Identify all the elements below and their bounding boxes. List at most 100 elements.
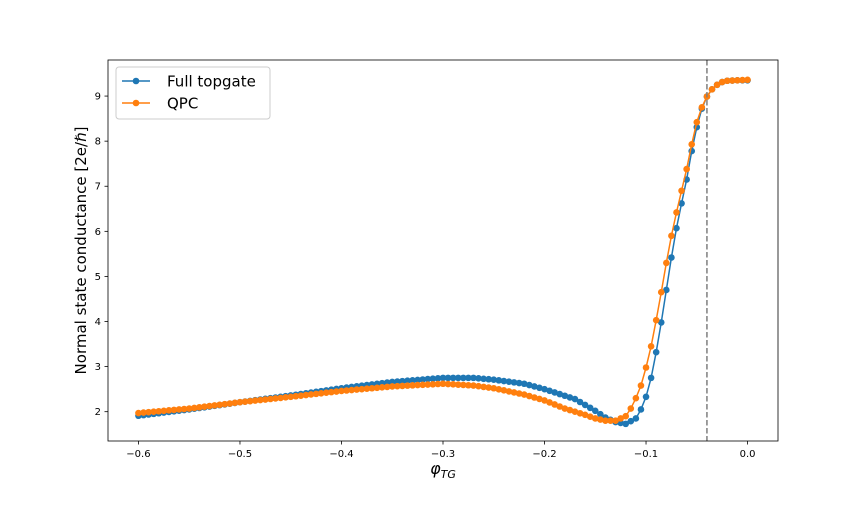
data-point <box>632 394 640 402</box>
data-point <box>155 407 163 415</box>
data-point <box>718 78 726 86</box>
data-point <box>272 395 279 402</box>
data-point <box>394 378 401 385</box>
data-point <box>165 407 173 414</box>
data-point <box>622 420 630 428</box>
data-point <box>465 374 472 382</box>
data-point <box>515 379 523 387</box>
data-point <box>470 382 477 389</box>
y-tick-label: 5 <box>95 272 101 283</box>
data-point <box>505 378 513 386</box>
data-point <box>612 417 619 425</box>
data-point <box>429 375 437 382</box>
data-point <box>581 401 589 409</box>
data-point <box>170 406 178 414</box>
data-point <box>297 392 305 399</box>
data-point <box>470 374 477 382</box>
series-layer <box>135 76 751 428</box>
data-point <box>561 405 569 412</box>
y-tick-label: 7 <box>95 182 101 193</box>
y-tick-label: 8 <box>95 137 101 148</box>
data-point <box>226 400 234 407</box>
data-point <box>317 390 325 397</box>
x-tick-label: −0.1 <box>634 449 658 460</box>
y-tick-label: 9 <box>95 92 101 103</box>
x-axis-label: φTG <box>430 459 456 481</box>
data-point <box>404 382 411 389</box>
data-point <box>206 402 213 410</box>
data-point <box>246 397 254 405</box>
data-point <box>480 375 487 383</box>
data-point <box>551 389 558 396</box>
data-point <box>409 377 416 384</box>
data-point <box>546 399 553 406</box>
data-point <box>647 374 655 382</box>
data-point <box>510 379 518 386</box>
data-point <box>637 406 645 413</box>
data-point <box>312 390 320 398</box>
data-point <box>536 384 543 392</box>
data-point <box>424 375 432 383</box>
data-point <box>597 416 604 423</box>
x-tick-label: −0.3 <box>431 449 455 460</box>
data-point <box>642 393 650 401</box>
data-point <box>673 209 680 216</box>
data-point <box>399 377 406 385</box>
data-point <box>652 316 660 324</box>
data-point <box>353 386 361 393</box>
data-point <box>241 398 249 405</box>
data-point <box>175 406 183 413</box>
data-point <box>414 376 421 384</box>
data-point <box>602 417 609 425</box>
y-tick-label: 4 <box>95 317 101 328</box>
data-point <box>536 395 543 403</box>
data-point <box>561 392 569 400</box>
data-point <box>251 397 259 404</box>
data-point <box>576 398 584 406</box>
data-point <box>541 385 548 393</box>
x-tick-label: 0.0 <box>740 449 756 460</box>
data-point <box>363 385 371 393</box>
data-point <box>566 394 574 401</box>
data-point <box>196 403 203 411</box>
data-point <box>454 374 462 382</box>
data-point <box>734 76 741 84</box>
data-point <box>500 387 508 394</box>
data-point <box>333 388 340 395</box>
data-point <box>678 187 685 195</box>
data-point <box>556 390 564 398</box>
axes-layer: −0.6 −0.5 −0.4 −0.3 −0.2 −0.1 0.0 2 3 4 5 6 7 8 9 φTG No… <box>72 59 779 481</box>
data-point <box>358 385 366 393</box>
y-axis-label: Normal state conductance [2e/ℏ] <box>72 127 90 375</box>
legend-label: QPC <box>167 95 198 113</box>
data-point <box>541 397 548 404</box>
data-point <box>525 381 533 389</box>
data-point <box>693 118 701 126</box>
data-point <box>378 384 386 391</box>
data-point <box>520 380 528 388</box>
legend-label: Full topgate <box>167 73 256 91</box>
data-point <box>282 394 289 401</box>
data-point <box>490 384 498 392</box>
data-point <box>185 405 193 412</box>
data-point <box>495 386 503 393</box>
data-point <box>414 381 421 389</box>
data-point <box>642 364 650 371</box>
data-point <box>627 405 635 412</box>
data-point <box>607 417 614 425</box>
data-point <box>348 386 355 394</box>
legend-item: Full topgate <box>122 73 256 91</box>
data-point <box>520 391 528 398</box>
data-point <box>688 141 696 148</box>
data-point <box>135 409 142 417</box>
legend-box <box>115 66 271 120</box>
data-point <box>368 384 376 392</box>
x-tick-label: −0.2 <box>532 449 556 460</box>
data-point <box>505 388 513 395</box>
legend: Full topgate QPC <box>115 66 271 120</box>
data-point <box>668 232 675 240</box>
data-point <box>287 393 295 401</box>
data-point <box>262 396 269 403</box>
data-point <box>551 401 558 408</box>
data-point <box>647 343 655 350</box>
